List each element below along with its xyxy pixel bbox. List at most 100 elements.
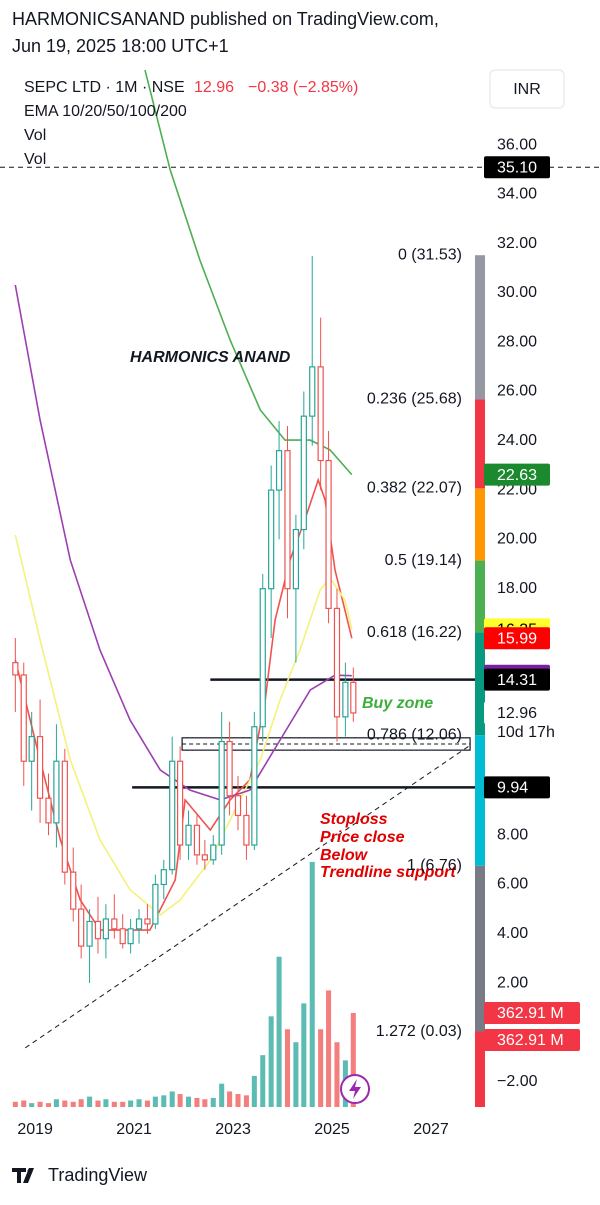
candle-body	[259, 588, 266, 728]
volume-bar	[243, 1095, 249, 1107]
volume-bar	[210, 1097, 216, 1107]
volume-bar	[301, 1003, 307, 1107]
candle-body	[12, 662, 19, 676]
volume-bar	[251, 1075, 257, 1107]
watermark-icon	[340, 1074, 370, 1104]
y-tick-label: 20.00	[497, 531, 537, 548]
candle-body	[342, 681, 349, 718]
volume-bar	[37, 1101, 43, 1107]
x-tick-label: 2025	[314, 1121, 350, 1138]
volume-bar	[318, 1029, 324, 1107]
volume-bar	[111, 1101, 117, 1107]
candle-body	[210, 844, 217, 861]
ema-line	[14, 477, 353, 931]
candle-body	[119, 928, 126, 945]
ema-line	[14, 534, 353, 917]
header-author: HARMONICSANAND published on TradingView.…	[12, 9, 439, 29]
price-label-bg	[484, 701, 550, 724]
volume-bar	[219, 1083, 225, 1107]
candle-body	[152, 883, 159, 925]
volume-bar	[186, 1096, 192, 1107]
fib-label: 1.272 (0.03)	[376, 1023, 462, 1040]
y-tick-label: 2.00	[497, 974, 528, 991]
candle-body	[333, 607, 341, 718]
volume-bar	[194, 1097, 200, 1107]
price-label: 15.99	[497, 630, 537, 647]
candle-body	[350, 681, 357, 714]
price-label: 12.96	[497, 705, 537, 722]
candle-body	[86, 920, 93, 947]
candle-body	[243, 814, 250, 846]
candle-body	[94, 920, 102, 940]
x-tick-label: 2027	[413, 1121, 449, 1138]
volume-bar	[169, 1091, 175, 1107]
volume-label-bg	[484, 1028, 580, 1051]
y-tick-label: 30.00	[497, 284, 537, 301]
y-tick-label: 18.00	[497, 580, 537, 597]
fib-label: 0.5 (19.14)	[385, 552, 462, 569]
currency-button[interactable]	[489, 69, 565, 109]
volume-bar	[21, 1100, 27, 1107]
candle-body	[127, 928, 134, 945]
volume-bar	[103, 1099, 109, 1107]
volume-bar	[152, 1096, 158, 1107]
fib-label: 0 (31.53)	[398, 246, 462, 263]
legend-last: 12.96	[194, 79, 234, 96]
volume-bar	[202, 1099, 208, 1107]
price-label-bg	[484, 156, 550, 179]
volume-bar	[128, 1100, 134, 1107]
candle-body	[160, 869, 167, 886]
volume-bar	[45, 1103, 52, 1107]
footer-brand: TradingView	[48, 1165, 148, 1185]
candle-body	[28, 735, 35, 762]
candle-body	[45, 797, 52, 824]
candle-body	[185, 824, 192, 846]
candle-body	[275, 450, 283, 491]
volume-bar	[70, 1101, 76, 1107]
note-line: Trendline support	[320, 864, 456, 881]
volume-bar	[227, 1091, 233, 1107]
candle-body	[144, 918, 151, 925]
fib-label: 0.618 (16.22)	[367, 624, 462, 641]
x-tick-label: 2023	[215, 1121, 251, 1138]
volume-label: 362.91 M	[497, 1005, 564, 1022]
candle-body	[268, 489, 275, 590]
candle-body	[111, 918, 118, 930]
legend-symbol: SEPC LTD · 1M · NSE	[24, 79, 185, 96]
watermark-text: HARMONICS ANAND	[130, 349, 291, 366]
fib-segment	[475, 865, 485, 1032]
price-label: 9.94	[497, 780, 528, 797]
fib-segment	[475, 399, 485, 489]
volume-bar	[53, 1099, 59, 1107]
volume-bar	[95, 1100, 101, 1107]
volume-bar	[78, 1099, 84, 1107]
x-tick-label: 2019	[17, 1121, 53, 1138]
legend-ema: EMA 10/20/50/100/200	[24, 103, 187, 120]
header-date: Jun 19, 2025 18:00 UTC+1	[12, 36, 229, 56]
stoploss-note: Stoploss Price close Below Trendline sup…	[320, 811, 456, 881]
y-tick-label: 4.00	[497, 925, 528, 942]
fib-segment	[475, 1031, 485, 1107]
candle-body	[176, 760, 184, 846]
y-tick-label: 36.00	[497, 136, 537, 153]
price-label-bg	[484, 627, 550, 650]
candle-body	[78, 908, 85, 947]
y-tick-label: 6.00	[497, 876, 528, 893]
fib-label: 0.382 (22.07)	[367, 480, 462, 497]
currency-label[interactable]: INR	[513, 81, 541, 98]
volume-bar	[309, 861, 315, 1107]
candle-body	[61, 760, 68, 873]
volume-bar	[326, 990, 332, 1107]
candle-body	[284, 450, 291, 590]
price-label-bg	[484, 463, 550, 486]
volume-bar	[120, 1101, 126, 1107]
fib-segment	[475, 560, 485, 633]
y-tick-label: 28.00	[497, 333, 537, 350]
volume-bar	[235, 1094, 241, 1107]
volume-bar	[293, 1042, 299, 1107]
y-tick-label: 26.00	[497, 383, 537, 400]
fib-segment	[475, 488, 485, 561]
candle-body	[234, 795, 242, 817]
